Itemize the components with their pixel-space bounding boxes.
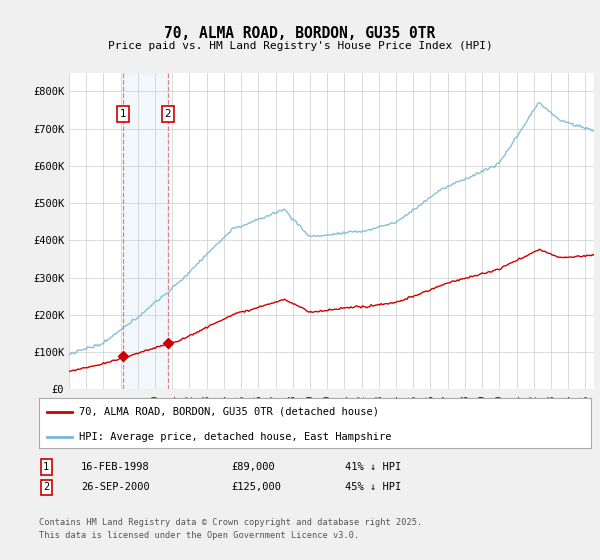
Text: 1: 1	[119, 109, 126, 119]
Text: 70, ALMA ROAD, BORDON, GU35 0TR: 70, ALMA ROAD, BORDON, GU35 0TR	[164, 26, 436, 41]
Text: 2: 2	[164, 109, 171, 119]
Text: Contains HM Land Registry data © Crown copyright and database right 2025.
This d: Contains HM Land Registry data © Crown c…	[39, 518, 422, 540]
Text: 1: 1	[43, 462, 49, 472]
Text: Price paid vs. HM Land Registry's House Price Index (HPI): Price paid vs. HM Land Registry's House …	[107, 41, 493, 51]
Bar	[123, 73, 167, 389]
Text: 41% ↓ HPI: 41% ↓ HPI	[345, 462, 401, 472]
Text: 70, ALMA ROAD, BORDON, GU35 0TR (detached house): 70, ALMA ROAD, BORDON, GU35 0TR (detache…	[79, 407, 379, 417]
Text: £89,000: £89,000	[231, 462, 275, 472]
Text: £125,000: £125,000	[231, 482, 281, 492]
Text: 2: 2	[43, 482, 49, 492]
Text: 26-SEP-2000: 26-SEP-2000	[81, 482, 150, 492]
Text: HPI: Average price, detached house, East Hampshire: HPI: Average price, detached house, East…	[79, 432, 391, 442]
Text: 16-FEB-1998: 16-FEB-1998	[81, 462, 150, 472]
Text: 45% ↓ HPI: 45% ↓ HPI	[345, 482, 401, 492]
